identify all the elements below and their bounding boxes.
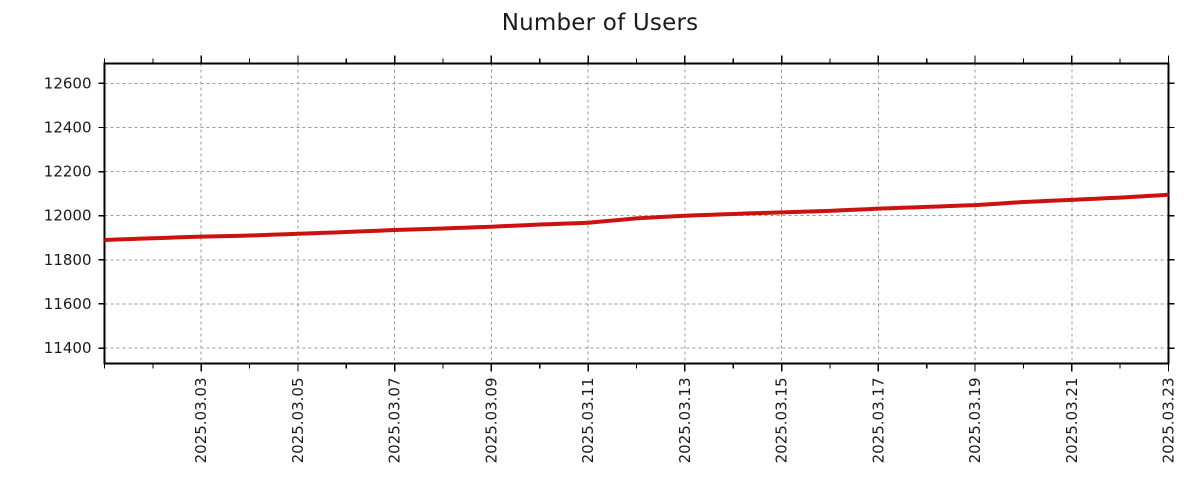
y-axis-tick-label: 11800 bbox=[44, 251, 92, 269]
y-axis-tick-label: 11400 bbox=[44, 339, 92, 357]
data-line-number-of-users bbox=[104, 192, 1169, 242]
y-axis-tick-label: 11600 bbox=[44, 295, 92, 313]
x-axis-tick-label: 2025.03.07 bbox=[386, 378, 404, 464]
x-axis-labels: 2025.03.03 2025.03.05 2025.03.07 2025.03.09… bbox=[192, 378, 1177, 464]
x-axis-tick-label: 2025.03.05 bbox=[289, 378, 307, 464]
x-axis-tick-label: 2025.03.21 bbox=[1063, 378, 1081, 464]
plot-frame-rect bbox=[103, 62, 1170, 365]
chart-title: Number of Users bbox=[501, 10, 699, 36]
y-axis-tick-label: 12600 bbox=[44, 74, 92, 92]
x-axis-tick-label: 2025.03.17 bbox=[869, 378, 887, 464]
y-axis-tick-label: 12000 bbox=[44, 207, 92, 225]
x-axis-tick-label: 2025.03.03 bbox=[192, 378, 210, 464]
x-axis-tick-label: 2025.03.13 bbox=[676, 378, 694, 464]
x-axis-tick-label: 2025.03.23 bbox=[1160, 378, 1178, 464]
grid-layer bbox=[104, 63, 1169, 364]
x-axis-tick-label: 2025.03.15 bbox=[773, 378, 791, 464]
plot-frame bbox=[103, 62, 1170, 365]
y-axis-tick-label: 12400 bbox=[44, 118, 92, 136]
y-axis-tick-label: 12200 bbox=[44, 163, 92, 181]
x-axis-tick-label: 2025.03.11 bbox=[579, 378, 597, 464]
y-axis-labels: 11400 11600 11800 12000 12200 12400 12600 bbox=[44, 74, 92, 357]
x-axis-tick-label: 2025.03.09 bbox=[482, 378, 500, 464]
x-axis-tick-label: 2025.03.19 bbox=[966, 378, 984, 464]
axis-ticks-layer bbox=[98, 55, 1175, 372]
data-series-layer bbox=[104, 192, 1169, 242]
